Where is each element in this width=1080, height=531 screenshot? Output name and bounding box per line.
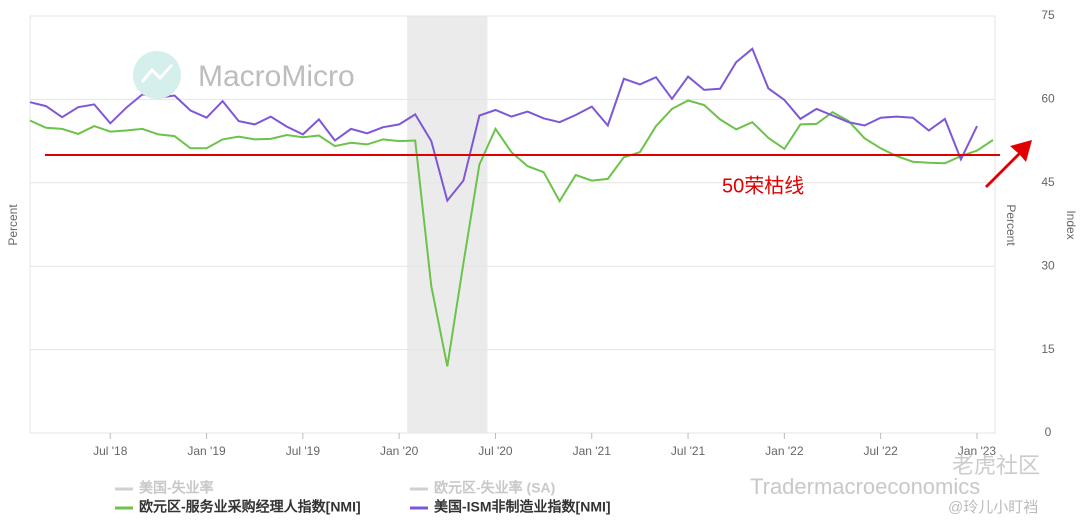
y2-tick-label: 45: [1041, 175, 1055, 189]
y2-tick-label: 15: [1041, 342, 1055, 356]
watermark: 老虎社区: [952, 453, 1040, 478]
series-line: [29, 47, 978, 203]
x-tick-label: Jan '23: [958, 444, 997, 458]
x-tick-label: Jul '22: [863, 444, 898, 458]
logo-mark: [140, 63, 174, 83]
series-line: [29, 99, 994, 367]
x-tick-label: Jul '20: [478, 444, 513, 458]
watermark-logo: MacroMicro: [198, 60, 355, 93]
x-tick-label: Jan '21: [573, 444, 612, 458]
plot: 0 15 30 45 60 75 Jul '18 Jan '19 Jul '19 Jan '20 J…: [29, 8, 1055, 458]
watermark: Tradermacroeconomics: [750, 474, 980, 499]
shaded-band: [407, 16, 488, 433]
y2-tick-label: 75: [1041, 8, 1055, 22]
y2-axis-label: Index: [1064, 210, 1078, 239]
y2-tick-label: 0: [1045, 425, 1052, 439]
legend-label: 美国-失业率: [139, 480, 214, 496]
watermark: @玲儿小盯裆: [948, 499, 1038, 516]
legend-label: 美国-ISM非制造业指数[NMI]: [434, 499, 611, 515]
x-tick-label: Jan '22: [765, 444, 804, 458]
x-tick-label: Jan '19: [187, 444, 226, 458]
x-tick-label: Jan '20: [380, 444, 419, 458]
y-axis-label: Percent: [1004, 204, 1018, 246]
x-tick-label: Jul '18: [93, 444, 128, 458]
y-axis-label: Percent: [6, 204, 20, 246]
arrow: [985, 140, 1032, 188]
y2-tick-label: 30: [1041, 258, 1055, 272]
y2-tick-label: 60: [1041, 92, 1055, 106]
legend-label: 欧元区-失业率 (SA): [434, 480, 555, 496]
x-tick-label: Jul '21: [671, 444, 706, 458]
legend-label: 欧元区-服务业采购经理人指数[NMI]: [139, 499, 361, 515]
annotation: 50荣枯线: [722, 174, 804, 197]
x-tick-label: Jul '19: [286, 444, 321, 458]
